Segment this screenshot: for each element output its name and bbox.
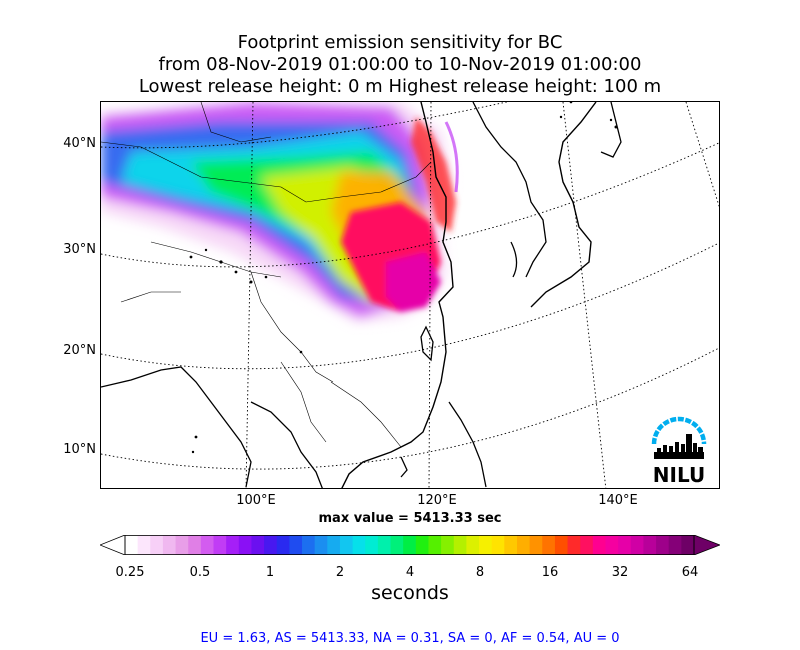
islands [189,102,618,454]
colorbar-cell [264,535,278,555]
colorbar-cell [251,535,265,555]
colorbar-cell [415,535,430,555]
colorbar-cell [289,535,303,555]
colorbar [100,535,720,555]
colorbar-cell [580,535,594,555]
colorbar-cell [403,535,417,555]
graticule [101,102,719,488]
colorbar-tick-label: 1 [265,565,275,580]
colorbar-cell [668,535,682,555]
colorbar-cell [188,535,202,555]
colorbar-cell [238,535,253,555]
colorbar-cell [162,535,177,555]
footprint-plume [101,102,459,322]
colorbar-cell [365,535,379,555]
colorbar-cell [656,535,670,555]
lat-label-20n: 20°N [63,343,96,358]
footprint-map: NILU [100,101,720,489]
colorbar-cell [479,535,493,555]
colorbar-cell [453,535,467,555]
lat-label-30n: 30°N [63,242,96,257]
colorbar-cell [390,535,404,555]
colorbar-cell [125,535,139,555]
lat-label-10n: 10°N [63,442,96,457]
colorbar-tick-label: 0.5 [189,565,211,580]
colorbar-cell [618,535,632,555]
colorbar-tick-label: 16 [541,565,559,580]
title-line-2: from 08-Nov-2019 01:00:00 to 10-Nov-2019… [158,54,642,75]
coastlines [101,102,622,488]
colorbar-cell [327,535,341,555]
colorbar-tick-label: 0.25 [115,565,145,580]
lon-label-120e: 120°E [417,493,457,508]
nilu-logo-city [654,434,704,459]
colorbar-cell [441,535,455,555]
colorbar-cell [567,535,581,555]
colorbar-cell [377,535,392,555]
title-line-1: Footprint emission sensitivity for BC [237,32,563,53]
colorbar-cell [542,535,556,555]
lon-label-140e: 140°E [598,493,638,508]
colorbar-cell [643,535,657,555]
colorbar-min-extend [100,535,126,555]
colorbar-outline [124,535,695,555]
colorbar-tick-label: 2 [335,565,345,580]
colorbar-cell [276,535,290,555]
nilu-logo-arc [651,416,707,445]
colorbar-cell [175,535,189,555]
colorbar-cell [466,535,480,555]
colorbar-cell [200,535,215,555]
colorbar-cell [516,535,531,555]
colorbar-cell [213,535,227,555]
colorbar-cell [352,535,366,555]
colorbar-cell [592,535,607,555]
colorbar-cell [605,535,619,555]
colorbar-cell [630,535,645,555]
colorbar-tick-label: 4 [405,565,415,580]
lat-label-40n: 40°N [63,136,96,151]
lon-label-100e: 100°E [236,493,276,508]
colorbar-cell [529,535,543,555]
colorbar-max-extend [693,535,720,555]
map-canvas: NILU [101,102,719,488]
nilu-logo-text: NILU [653,463,705,487]
colorbar-cell [314,535,328,555]
colorbar-cell [137,535,151,555]
title-line-3: Lowest release height: 0 m Highest relea… [138,76,662,97]
colorbar-tick-label: 32 [611,565,629,580]
max-value-label: max value = 5413.33 sec [318,511,502,526]
colorbar-cell [681,535,695,555]
colorbar-tick-label: 8 [475,565,485,580]
colorbar-cell [428,535,442,555]
nilu-logo: NILU [651,416,707,487]
colorbar-cell [504,535,518,555]
colorbar-cell [554,535,569,555]
colorbar-cell [226,535,240,555]
colorbar-cell [491,535,505,555]
colorbar-unit-label: seconds [371,582,449,604]
colorbar-cell [302,535,316,555]
colorbar-cell [339,535,354,555]
colorbar-cell [150,535,164,555]
region-values-footer: EU = 1.63, AS = 5413.33, NA = 0.31, SA =… [200,631,620,646]
colorbar-tick-label: 64 [681,565,699,580]
